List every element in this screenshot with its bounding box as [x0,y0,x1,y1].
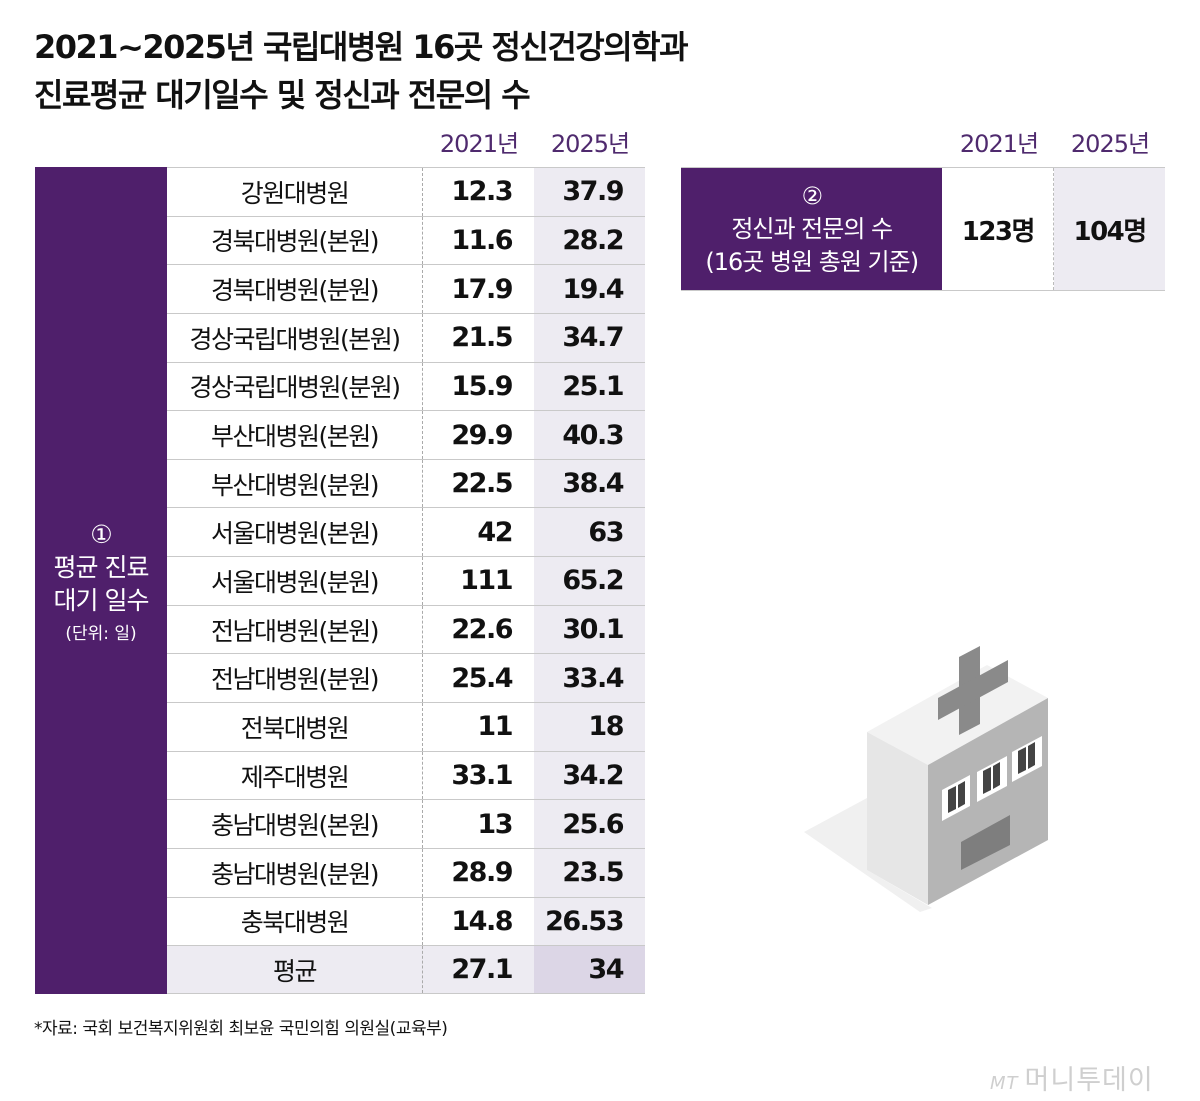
hospital-name: 부산대병원(본원) [167,411,423,459]
hospital-roof [867,665,1048,765]
table-row: 서울대병원(분원) 111 65.2 [167,556,645,605]
value-2025: 28.2 [534,216,645,265]
hospital-name: 충남대병원(분원) [167,848,423,897]
specialist-count-table: ② 정신과 전문의 수 (16곳 병원 총원 기준) 123명 104명 [681,167,1165,291]
table-row: 전남대병원(분원) 25.4 33.4 [167,653,645,703]
value-2021: 15.9 [451,370,513,402]
hospital-name: 강원대병원 [167,168,423,216]
value-2021: 28.9 [451,857,513,889]
hospital-name: 전남대병원(분원) [167,654,423,703]
value-2025: 33.4 [534,654,645,703]
source-footnote: *자료: 국회 보건복지위원회 최보윤 국민의힘 의원실(교육부) [34,1019,448,1039]
cross-horizontal [938,660,1008,720]
hospital-name: 전북대병원 [167,703,423,751]
value-2021: 33.1 [451,760,513,791]
hospital-door [961,815,1010,870]
col-header-2021: 2021년 [439,130,519,158]
value-2025: 26.53 [534,897,645,946]
table-row: 전북대병원 11 18 [167,702,645,751]
table-row: 경상국립대병원(본원) 21.5 34.7 [167,312,645,362]
specialist-2021: 123명 [942,168,1055,290]
value-2021: 14.8 [451,905,513,937]
value-2025: 18 [534,703,645,751]
hospital-name: 경상국립대병원(분원) [167,362,423,411]
wait-days-table: 강원대병원 12.3 37.9 경북대병원(본원) 11.6 28.2 경북대병원(분원) 1… [167,167,645,994]
hospital-name: 충남대병원(본원) [167,800,423,848]
table-row: 충남대병원(본원) 13 25.6 [167,799,645,848]
hospital-name: 경북대병원(분원) [167,265,423,313]
value-2021: 17.9 [451,273,513,305]
right-col-header-2025: 2025년 [1070,130,1150,158]
specialist-2025: 104명 [1054,168,1165,290]
logo-text: 머니투데이 [1024,1065,1154,1096]
header-unit: (단위: 일) [65,623,137,644]
col-header-2025: 2025년 [550,130,630,158]
wait-days-row-header: ① 평균 진료 대기 일수 (단위: 일) [35,167,167,994]
value-2025: 25.6 [534,800,645,848]
header-number: ② [801,181,822,210]
table-row: 제주대병원 33.1 34.2 [167,750,645,800]
logo-mark: MT [990,1073,1019,1094]
value-2025: 63 [534,508,645,557]
value-2021: 11 [477,711,513,743]
hospital-name: 전남대병원(본원) [167,605,423,654]
value-2025: 25.1 [534,362,645,411]
title-line2: 진료평균 대기일수 및 정신과 전문의 수 [34,76,531,114]
title-line1: 2021~2025년 국립대병원 16곳 정신건강의학과 [34,28,689,66]
value-2025: 34 [534,946,645,993]
value-2025: 40.3 [534,411,645,459]
value-2025: 38.4 [534,459,645,508]
table-row: 경북대병원(본원) 11.6 28.2 [167,215,645,265]
value-2021: 12.3 [451,176,513,208]
value-2021: 25.4 [451,662,513,694]
header-line2: 대기 일수 [53,585,150,615]
value-2025: 34.7 [534,313,645,362]
average-row: 평균 27.1 34 [167,945,645,994]
value-2025: 34.2 [534,751,645,800]
specialist-row-header: ② 정신과 전문의 수 (16곳 병원 총원 기준) [681,168,943,290]
publisher-logo: MT 머니투데이 [990,1058,1154,1097]
hospital-name: 평균 [167,946,423,993]
value-2025: 23.5 [534,848,645,897]
header-number: ① [90,519,112,549]
hospital-left-face [867,732,928,905]
hospital-shadow [804,798,932,912]
value-2021: 42 [477,516,513,548]
hospital-name: 제주대병원 [167,751,423,800]
hospital-windows [942,736,1042,821]
table-row: 서울대병원(본원) 42 63 [167,507,645,557]
table-row: 경북대병원(분원) 17.9 19.4 [167,264,645,313]
hospital-name: 경북대병원(본원) [167,216,423,265]
table-row: 부산대병원(본원) 29.9 40.3 [167,410,645,459]
hospital-icon [804,646,1048,912]
hospital-name: 서울대병원(분원) [167,557,423,605]
value-2021: 27.1 [423,946,534,993]
value-2021: 13 [477,808,513,840]
header-line2: (16곳 병원 총원 기준) [705,247,919,276]
value-2025: 19.4 [534,265,645,313]
hospital-name: 경상국립대병원(본원) [167,313,423,362]
value-2021: 21.5 [451,322,513,354]
hospital-name: 부산대병원(분원) [167,459,423,508]
value-2025: 65.2 [534,557,645,605]
table-row: 충남대병원(분원) 28.9 23.5 [167,847,645,897]
table-row: 충북대병원 14.8 26.53 [167,896,645,946]
value-2025: 30.1 [534,605,645,654]
hospital-name: 충북대병원 [167,897,423,946]
value-2021: 111 [460,565,513,597]
value-2021: 11.6 [451,224,513,256]
hospital-name: 서울대병원(본원) [167,508,423,557]
table-row: 전남대병원(본원) 22.6 30.1 [167,604,645,654]
value-2021: 22.5 [451,468,513,500]
value-2021: 29.9 [451,419,513,451]
table-row: 강원대병원 12.3 37.9 [167,167,645,216]
right-col-header-2021: 2021년 [959,130,1039,158]
header-line1: 평균 진료 [53,552,150,582]
header-line1: 정신과 전문의 수 [731,214,893,243]
value-2021: 22.6 [451,614,513,646]
value-2025: 37.9 [534,168,645,216]
table-row: 경상국립대병원(분원) 15.9 25.1 [167,361,645,411]
table-row: 부산대병원(분원) 22.5 38.4 [167,458,645,508]
